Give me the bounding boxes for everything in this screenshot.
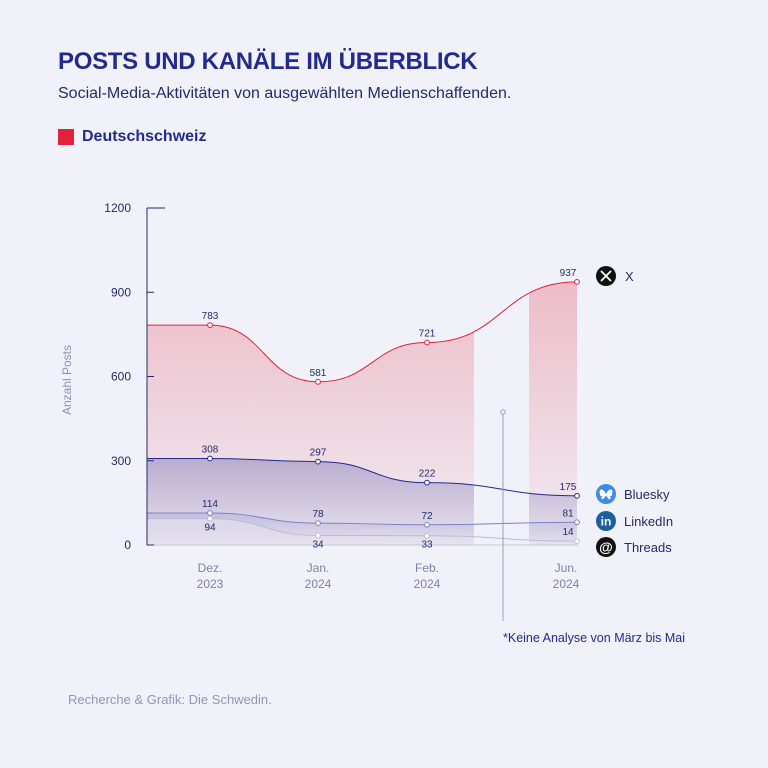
gap-marker [500,409,506,621]
x-logo-icon [596,266,616,286]
region-label: Deutschschweiz [82,128,207,145]
area-threads [147,518,577,545]
svg-text:@: @ [599,539,613,555]
region-legend: Deutschschweiz [58,128,206,146]
legend-label-linkedin: LinkedIn [624,514,673,529]
svg-text:in: in [601,515,612,529]
point-x-1 [315,378,321,385]
point-bluesky-1 [315,458,321,465]
value-label-x-2: 721 [419,329,436,340]
line-linkedin [147,512,578,526]
value-label-x-1: 581 [310,368,327,379]
point-linkedin-1 [315,520,321,526]
threads-logo-icon: @ [596,537,616,557]
line-x [147,281,578,383]
point-threads-0 [207,515,213,522]
point-x-2 [424,339,430,346]
point-linkedin-3 [574,519,580,526]
credit: Recherche & Grafik: Die Schwedin. [68,692,272,707]
value-label-linkedin-0: 114 [202,499,218,510]
value-label-bluesky-2: 222 [419,469,436,480]
value-label-x-3: 937 [560,268,577,279]
point-threads-3 [574,538,580,544]
line-threads [147,518,578,542]
value-label-bluesky-0: 308 [202,445,219,456]
value-label-linkedin-2: 72 [421,511,433,522]
point-threads-1 [315,532,321,539]
point-bluesky-2 [424,479,430,486]
point-threads-2 [424,532,430,539]
x-tick-3-line1: Jun. [555,561,578,575]
line-bluesky [147,458,578,497]
point-linkedin-0 [207,510,213,516]
x-tick-0-line1: Dez. [198,561,223,575]
y-axis-label: Anzahl Posts [60,345,74,415]
x-tick-3-line2: 2024 [553,577,580,591]
y-tick-900: 900 [111,285,131,299]
footnote: *Keine Analyse von März bis Mai [503,631,686,645]
y-tick-300: 300 [111,454,131,468]
point-x-0 [207,322,213,329]
point-linkedin-2 [424,521,430,528]
x-tick-1-line1: Jan. [307,561,330,575]
value-label-linkedin-1: 78 [312,509,324,520]
value-label-bluesky-3: 175 [560,482,577,493]
x-tick-1-line2: 2024 [305,577,332,591]
y-tick-1200: 1200 [104,201,131,215]
value-label-threads-2: 33 [421,540,433,551]
x-tick-2-line2: 2024 [414,577,441,591]
x-tick-0-line2: 2023 [197,577,224,591]
chart-title: POSTS UND KANÄLE IM ÜBERBLICK [58,48,478,75]
value-label-linkedin-3: 81 [562,508,574,519]
point-bluesky-3 [574,492,580,499]
y-tick-600: 600 [111,370,131,384]
value-label-bluesky-1: 297 [310,448,327,459]
value-label-threads-3: 14 [562,527,574,538]
point-x-3 [574,278,580,285]
legend-label-threads: Threads [624,540,672,555]
y-tick-0: 0 [124,538,131,552]
x-tick-2-line1: Feb. [415,561,439,575]
chart-subtitle: Social-Media-Aktivitäten von ausgewählte… [58,85,512,102]
value-label-threads-0: 94 [204,523,216,534]
region-swatch [58,129,74,145]
legend-label-bluesky: Bluesky [624,487,670,502]
linkedin-logo-icon: in [596,511,616,531]
value-label-threads-1: 34 [312,539,324,550]
bluesky-butterfly-icon [596,484,616,504]
point-bluesky-0 [207,455,213,462]
legend-label-x: X [625,269,634,284]
value-label-x-0: 783 [202,311,219,322]
